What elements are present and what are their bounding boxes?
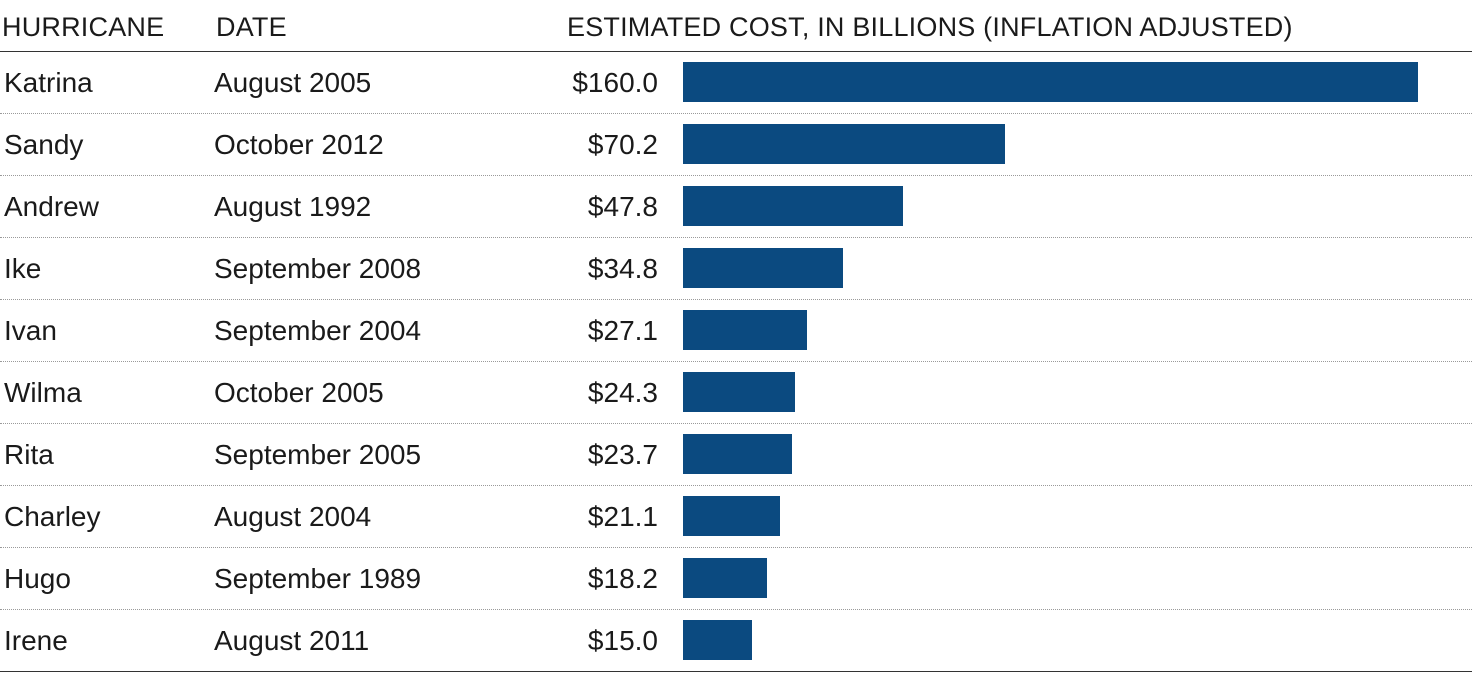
hurricane-name: Rita [4, 439, 54, 470]
cost-bar [683, 558, 767, 598]
hurricane-date: August 2011 [214, 625, 370, 656]
cost-bar [683, 248, 843, 288]
table-row: Sandy October 2012 $70.2 [0, 114, 1472, 176]
cost-bar [683, 372, 795, 412]
hurricane-date: September 2008 [214, 253, 422, 284]
cost-value-label: $34.8 [587, 253, 658, 284]
hurricane-date: October 2012 [214, 129, 384, 160]
cost-value-label: $23.7 [587, 439, 658, 470]
hurricane-date: August 1992 [214, 191, 372, 222]
cost-value-label: $27.1 [587, 315, 658, 346]
cost-bar [683, 434, 792, 474]
cost-value-label: $18.2 [587, 563, 658, 594]
table-row: Charley August 2004 $21.1 [0, 486, 1472, 548]
cost-bar [683, 620, 752, 660]
table-row: Ivan September 2004 $27.1 [0, 300, 1472, 362]
hurricane-name: Hugo [4, 563, 71, 594]
hurricane-date: September 2004 [214, 315, 422, 346]
cost-bar [683, 186, 903, 226]
hurricane-name: Wilma [4, 377, 82, 408]
hurricane-date: September 2005 [214, 439, 422, 470]
table-row: Ike September 2008 $34.8 [0, 238, 1472, 300]
cost-value-label: $15.0 [587, 625, 658, 656]
hurricane-date: October 2005 [214, 377, 384, 408]
hurricane-column-header: HURRICANE [2, 12, 165, 42]
cost-bar [683, 62, 1418, 102]
table-header: HURRICANE DATE ESTIMATED COST, IN BILLIO… [0, 0, 1472, 52]
cost-value-label: $160.0 [572, 67, 658, 98]
hurricane-date: August 2004 [214, 501, 372, 532]
hurricane-name: Sandy [4, 129, 84, 160]
cost-bar [683, 124, 1005, 164]
hurricane-name: Andrew [4, 191, 99, 222]
cost-value-label: $47.8 [587, 191, 658, 222]
hurricane-name: Charley [4, 501, 101, 532]
cost-value-label: $70.2 [587, 129, 658, 160]
table-row: Rita September 2005 $23.7 [0, 424, 1472, 486]
cost-bar [683, 496, 780, 536]
cost-value-label: $21.1 [587, 501, 658, 532]
hurricane-name: Ivan [4, 315, 57, 346]
hurricane-date: September 1989 [214, 563, 422, 594]
hurricane-name: Katrina [4, 67, 93, 98]
table-row: Wilma October 2005 $24.3 [0, 362, 1472, 424]
table-row: Andrew August 1992 $47.8 [0, 176, 1472, 238]
hurricane-name: Ike [4, 253, 42, 284]
table-row: Irene August 2011 $15.0 [0, 610, 1472, 672]
hurricane-date: August 2005 [214, 67, 372, 98]
table-row: Katrina August 2005 $160.0 [0, 52, 1472, 114]
cost-value-label: $24.3 [587, 377, 658, 408]
table-row: Hugo September 1989 $18.2 [0, 548, 1472, 610]
hurricane-name: Irene [4, 625, 68, 656]
cost-bar [683, 310, 807, 350]
date-column-header: DATE [216, 12, 287, 42]
cost-column-header: ESTIMATED COST, IN BILLIONS (INFLATION A… [567, 12, 1293, 42]
